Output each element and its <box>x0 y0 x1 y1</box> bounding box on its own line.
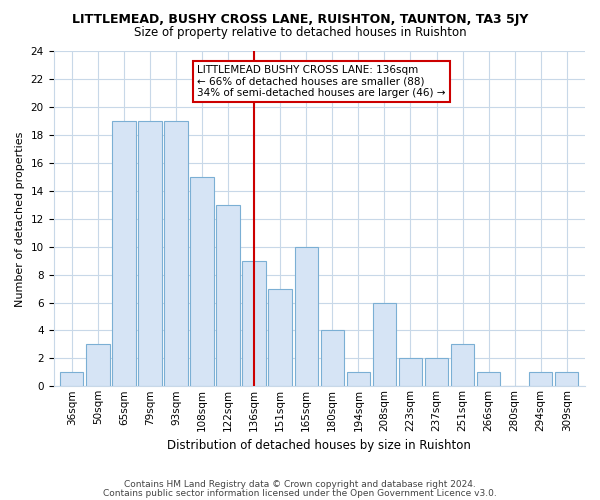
Text: LITTLEMEAD BUSHY CROSS LANE: 136sqm
← 66% of detached houses are smaller (88)
34: LITTLEMEAD BUSHY CROSS LANE: 136sqm ← 66… <box>197 65 446 98</box>
X-axis label: Distribution of detached houses by size in Ruishton: Distribution of detached houses by size … <box>167 440 471 452</box>
Bar <box>320 330 344 386</box>
Bar <box>477 372 500 386</box>
Text: Size of property relative to detached houses in Ruishton: Size of property relative to detached ho… <box>134 26 466 39</box>
Bar <box>164 121 188 386</box>
Bar <box>451 344 474 387</box>
Bar <box>268 288 292 386</box>
Bar <box>295 247 318 386</box>
Bar <box>138 121 161 386</box>
Bar <box>347 372 370 386</box>
Bar <box>425 358 448 386</box>
Bar <box>529 372 553 386</box>
Bar <box>399 358 422 386</box>
Bar <box>217 205 240 386</box>
Bar <box>242 260 266 386</box>
Y-axis label: Number of detached properties: Number of detached properties <box>15 131 25 306</box>
Bar <box>60 372 83 386</box>
Bar <box>190 177 214 386</box>
Bar <box>86 344 110 387</box>
Bar <box>112 121 136 386</box>
Bar <box>555 372 578 386</box>
Text: LITTLEMEAD, BUSHY CROSS LANE, RUISHTON, TAUNTON, TA3 5JY: LITTLEMEAD, BUSHY CROSS LANE, RUISHTON, … <box>72 12 528 26</box>
Bar <box>373 302 396 386</box>
Text: Contains HM Land Registry data © Crown copyright and database right 2024.: Contains HM Land Registry data © Crown c… <box>124 480 476 489</box>
Text: Contains public sector information licensed under the Open Government Licence v3: Contains public sector information licen… <box>103 488 497 498</box>
